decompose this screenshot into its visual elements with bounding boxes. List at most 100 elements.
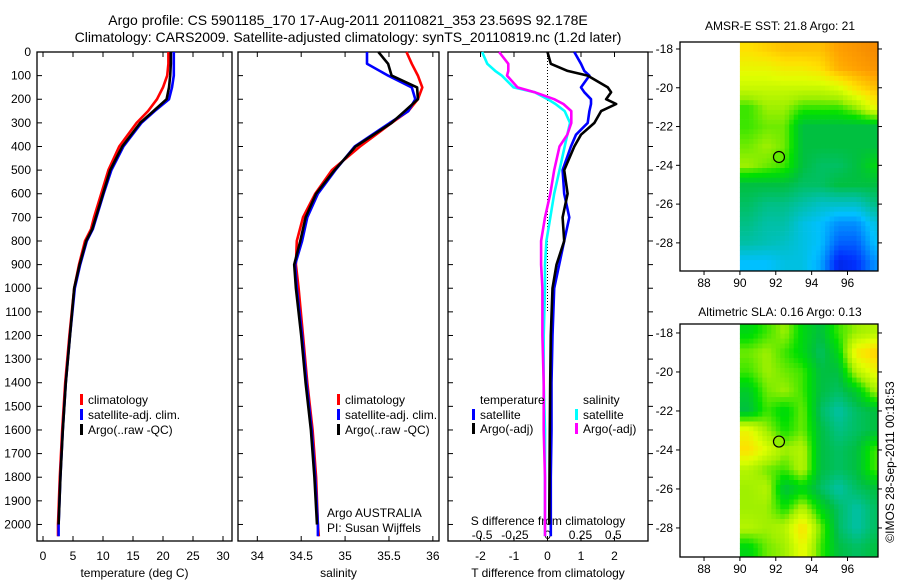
sst-map-cell <box>753 85 759 91</box>
sla-map-cell <box>847 538 853 544</box>
sst-map-cell <box>780 245 786 251</box>
sst-map-cell <box>834 124 839 130</box>
sla-map-cell <box>869 338 875 344</box>
sst-map-cell <box>771 80 777 86</box>
sst-map-cell <box>789 61 795 67</box>
sla-map-cell <box>762 494 768 500</box>
sla-map-cell <box>748 353 754 359</box>
sla-map-cell <box>753 504 759 510</box>
sla-map-cell <box>874 416 879 422</box>
sst-map-cell <box>807 240 813 246</box>
sst-map-cell <box>771 139 777 145</box>
sst-map-cell <box>865 134 871 140</box>
sst-map-cell <box>798 56 804 62</box>
sla-map-cell <box>793 431 799 437</box>
sst-map-cell <box>816 71 821 77</box>
sla-map-cell <box>843 397 848 403</box>
sla-map-cell <box>771 392 777 398</box>
sst-map-frame <box>679 41 879 272</box>
sla-lat-tick-label: -22 <box>656 404 674 418</box>
sla-map-cell <box>775 538 781 544</box>
sst-map-cell <box>820 105 826 111</box>
x-tick-label: 10 <box>96 549 110 563</box>
sst-map-cell <box>753 250 759 256</box>
sla-map-cell <box>843 343 848 349</box>
sst-map-cell <box>829 172 835 179</box>
sst-map-cell <box>838 75 844 82</box>
sst-map-cell <box>829 75 835 82</box>
sst-map-cell <box>784 226 790 232</box>
sst-map-cell <box>834 105 839 111</box>
sst-map-cell <box>829 143 835 149</box>
sla-map-cell <box>811 514 817 520</box>
sla-map-cell <box>829 504 835 510</box>
sst-map-cell <box>744 163 750 169</box>
sst-map-cell <box>753 75 759 82</box>
sla-map-cell <box>789 494 795 500</box>
sst-map-cell <box>807 255 813 261</box>
sla-map-cell <box>753 460 759 466</box>
sla-map-cell <box>771 343 777 349</box>
sst-map-cell <box>766 100 772 106</box>
sst-map-cell <box>784 216 790 222</box>
sla-map-cell <box>811 548 817 554</box>
sst-map-cell <box>771 187 777 193</box>
sst-map-cell <box>825 177 830 183</box>
sla-map-cell <box>798 436 804 442</box>
sla-map-cell <box>780 411 786 417</box>
sla-map-cell <box>856 426 862 432</box>
sla-map-cell <box>744 553 750 558</box>
sst-map-cell <box>820 61 826 67</box>
sst-map-cell <box>757 100 763 106</box>
sla-map-cell <box>757 523 763 530</box>
sst-map-cell <box>784 100 790 106</box>
sst-map-cell <box>775 114 781 120</box>
sla-map-cell <box>811 470 817 476</box>
sst-map-cell <box>762 192 768 198</box>
sla-map-cell <box>766 421 772 427</box>
sst-map-cell <box>820 109 826 116</box>
sst-map-cell <box>793 42 799 48</box>
sla-map-cell <box>780 397 786 403</box>
sst-map-cell <box>762 265 768 271</box>
sla-map-cell <box>753 538 759 544</box>
sst-map-cell <box>861 192 866 198</box>
sst-map-cell <box>766 172 772 179</box>
sst-map-cell <box>838 51 844 57</box>
sla-map-cell <box>784 499 790 505</box>
sst-map-cell <box>748 85 754 91</box>
copyright-label: ©IMOS 28-Sep-2011 00:18:53 <box>883 381 897 543</box>
sst-map-cell <box>802 260 808 266</box>
sst-map-cell <box>766 168 772 174</box>
sst-map-cell <box>829 226 835 232</box>
sla-map-cell <box>811 426 817 432</box>
sst-map-cell <box>834 90 839 96</box>
sla-map-cell <box>852 343 857 349</box>
sst-map-cell <box>825 71 830 77</box>
sst-map-cell <box>798 119 804 125</box>
sla-map-cell <box>834 353 839 359</box>
sla-map-cell <box>829 402 835 408</box>
sst-map-cell <box>775 182 781 188</box>
sla-map-cell <box>874 338 879 344</box>
sst-map-cell <box>816 95 821 101</box>
sla-map-cell <box>775 387 781 393</box>
sla-map-cell <box>739 436 745 442</box>
sla-map-cell <box>757 416 763 422</box>
sst-map-cell <box>829 105 835 111</box>
sla-map-cell <box>762 431 768 437</box>
sla-map-cell <box>802 499 808 505</box>
sst-map-cell <box>753 163 759 169</box>
sla-map-cell <box>793 553 799 558</box>
sla-lon-tick-label: 90 <box>733 562 747 576</box>
sst-map-cell <box>798 250 804 256</box>
sst-map-cell <box>861 51 866 57</box>
sla-map-cell <box>816 494 821 500</box>
sla-map-cell <box>775 343 781 349</box>
sst-map-cell <box>811 202 817 208</box>
x-tick-label: 0 <box>40 549 47 563</box>
sla-map-cell <box>816 519 821 525</box>
sst-map-cell <box>757 163 763 169</box>
sst-map-cell <box>807 105 813 111</box>
sst-map-cell <box>816 143 821 149</box>
